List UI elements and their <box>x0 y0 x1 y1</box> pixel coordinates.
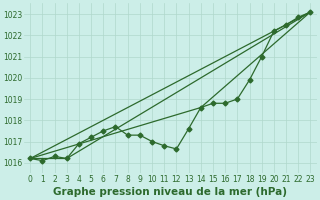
X-axis label: Graphe pression niveau de la mer (hPa): Graphe pression niveau de la mer (hPa) <box>53 187 287 197</box>
